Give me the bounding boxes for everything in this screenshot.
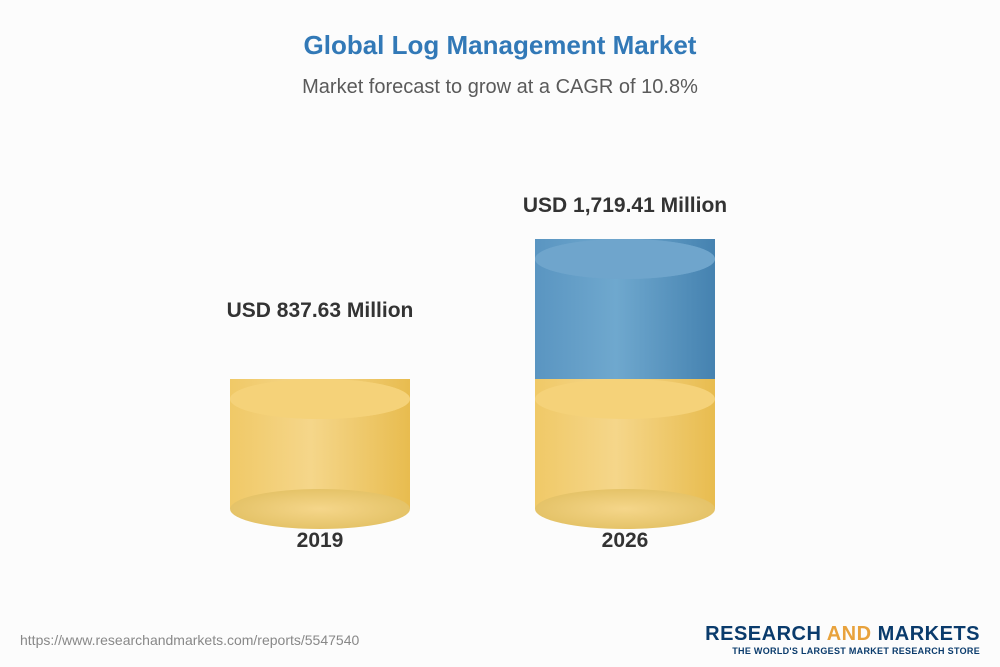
logo: RESEARCH AND MARKETS THE WORLD'S LARGEST… bbox=[705, 623, 980, 656]
logo-part1: RESEARCH bbox=[705, 623, 821, 645]
logo-and: AND bbox=[821, 623, 877, 645]
source-url: https://www.researchandmarkets.com/repor… bbox=[20, 632, 359, 648]
chart-title: Global Log Management Market bbox=[0, 0, 1000, 61]
chart-subtitle: Market forecast to grow at a CAGR of 10.… bbox=[0, 76, 1000, 99]
footer: https://www.researchandmarkets.com/repor… bbox=[0, 612, 1000, 667]
value-label-2026: USD 1,719.41 Million bbox=[523, 194, 727, 218]
chart-container: Global Log Management Market Market fore… bbox=[0, 0, 1000, 667]
cylinders-area: USD 837.63 Million 2019 USD 1,719.41 Mil… bbox=[0, 109, 1000, 539]
value-label-2019: USD 837.63 Million bbox=[227, 299, 414, 323]
logo-tagline: THE WORLD'S LARGEST MARKET RESEARCH STOR… bbox=[705, 646, 980, 656]
year-label-2019: 2019 bbox=[297, 529, 344, 553]
logo-part2: MARKETS bbox=[878, 623, 980, 645]
logo-text: RESEARCH AND MARKETS bbox=[705, 623, 980, 646]
year-label-2026: 2026 bbox=[602, 529, 649, 553]
